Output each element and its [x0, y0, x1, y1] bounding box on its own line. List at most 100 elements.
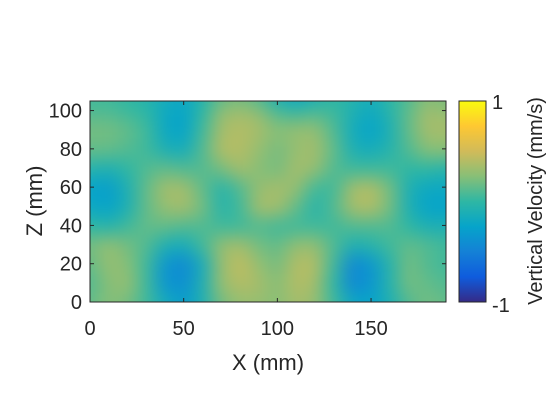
heatmap-cell [174, 273, 195, 294]
heatmap-cell [193, 139, 213, 160]
heatmap-cell [286, 177, 307, 198]
heatmap-cell [174, 235, 195, 256]
heatmap-cell [174, 254, 195, 275]
heatmap-cell [399, 105, 419, 122]
heatmap-cell [230, 254, 251, 275]
heatmap-cell [136, 215, 157, 236]
heatmap-cell [380, 215, 401, 236]
heatmap-cell [342, 273, 363, 294]
x-tick-label: 50 [173, 318, 195, 340]
heatmap-cell [399, 235, 419, 256]
heatmap-cell [193, 105, 213, 122]
heatmap-cell [211, 105, 232, 122]
heatmap-cell [399, 177, 419, 198]
heatmap-cell [268, 177, 288, 198]
heatmap-cell [361, 254, 382, 275]
heatmap-cell [399, 120, 419, 141]
heatmap-cell [305, 105, 326, 122]
heatmap-cell [193, 215, 213, 236]
heatmap-cell [155, 196, 176, 217]
heatmap-cell [417, 196, 438, 217]
heatmap-cell [380, 177, 401, 198]
heatmap-cell [286, 254, 307, 275]
heatmap-cell [174, 139, 195, 160]
heatmap-cell [436, 292, 446, 302]
heatmap-cell [436, 101, 446, 107]
heatmap-cell [324, 273, 344, 294]
heatmap-cell [193, 235, 213, 256]
heatmap-cell [286, 235, 307, 256]
heatmap-cell [249, 101, 269, 107]
heatmap-cell [99, 120, 120, 141]
heatmap-cell [324, 254, 344, 275]
heatmap-cell [90, 120, 101, 141]
heatmap-cell [324, 215, 344, 236]
heatmap-cell [324, 177, 344, 198]
heatmap-cell [399, 139, 419, 160]
heatmap-cell [417, 177, 438, 198]
heatmap-cell [193, 292, 213, 302]
heatmap-cell [249, 105, 269, 122]
heatmap-cell [286, 273, 307, 294]
heatmap-cell [305, 177, 326, 198]
heatmap-cell [399, 292, 419, 302]
heatmap-cell [268, 158, 288, 179]
heatmap-cell [174, 105, 195, 122]
heatmap-cell [118, 177, 138, 198]
heatmap-cell [155, 120, 176, 141]
heatmap-cell [230, 158, 251, 179]
heatmap-cell [174, 292, 195, 302]
heatmap-cell [174, 215, 195, 236]
heatmap-cell [90, 105, 101, 122]
heatmap-cell [399, 101, 419, 107]
heatmap-cell [136, 292, 157, 302]
heatmap-cell [361, 273, 382, 294]
heatmap-cell [155, 215, 176, 236]
heatmap-cell [155, 254, 176, 275]
heatmap-cell [193, 177, 213, 198]
heatmap-cell [174, 101, 195, 107]
heatmap-cell [305, 196, 326, 217]
heatmap-cell [174, 158, 195, 179]
x-tick-label: 0 [84, 318, 95, 340]
heatmap-cell [230, 292, 251, 302]
heatmap-cell [193, 196, 213, 217]
heatmap-cell [342, 158, 363, 179]
heatmap-cell [211, 196, 232, 217]
heatmap-cell [342, 101, 363, 107]
heatmap-cell [230, 196, 251, 217]
heatmap-cell [249, 215, 269, 236]
heatmap-cell [90, 254, 101, 275]
heatmap-cell [361, 235, 382, 256]
heatmap-cell [342, 139, 363, 160]
heatmap-cell [305, 292, 326, 302]
plot-frame [89, 100, 447, 303]
x-tick-label: 150 [354, 318, 387, 340]
heatmap-cell [342, 177, 363, 198]
heatmap-cell [249, 235, 269, 256]
heatmap-cell [136, 120, 157, 141]
heatmap-cell [324, 196, 344, 217]
heatmap-cell [99, 101, 120, 107]
heatmap-cell [99, 105, 120, 122]
heatmap-cell [211, 292, 232, 302]
heatmap-cell [417, 273, 438, 294]
heatmap-cell [136, 196, 157, 217]
heatmap-cell [361, 120, 382, 141]
heatmap-cell [305, 254, 326, 275]
heatmap-cell [211, 158, 232, 179]
heatmap-cell [305, 120, 326, 141]
heatmap-cell [268, 273, 288, 294]
heatmap-cell [417, 292, 438, 302]
heatmap-cell [268, 139, 288, 160]
heatmap-cell [342, 196, 363, 217]
heatmap-cell [342, 292, 363, 302]
x-axis-label: X (mm) [232, 350, 304, 375]
heatmap-cell [342, 215, 363, 236]
heatmap-cell [99, 215, 120, 236]
heatmap-cell [342, 254, 363, 275]
heatmap-cell [380, 235, 401, 256]
heatmap-cell [436, 139, 446, 160]
heatmap-cell [118, 215, 138, 236]
